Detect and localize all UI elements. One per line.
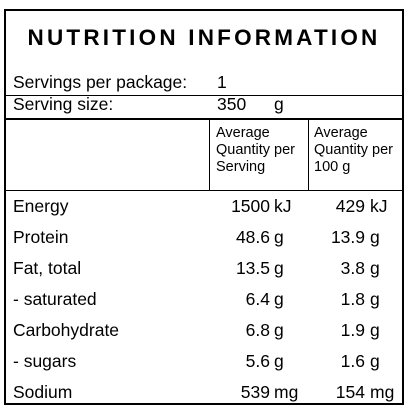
serving-value: 6.8 [245, 320, 270, 340]
nutrition-panel: NUTRITION INFORMATION Servings per packa… [4, 9, 404, 405]
serving-value: 6.4 [245, 289, 270, 309]
per100-unit: kJ [370, 196, 388, 216]
nutrient-name: Energy [13, 196, 69, 216]
servings-value: 1 [217, 72, 227, 92]
per100-unit: g [370, 227, 380, 247]
serving-unit: g [274, 320, 284, 340]
per100-value: 429 [335, 196, 365, 216]
serving-unit: g [274, 289, 284, 309]
serving-unit: g [274, 258, 284, 278]
divider [6, 190, 402, 191]
serving-size-label: Serving size: [13, 94, 114, 114]
serving-value: 5.6 [245, 351, 270, 371]
per100-value: 154 [335, 382, 365, 402]
serving-unit: mg [274, 382, 299, 402]
column-divider [209, 119, 210, 191]
nutrient-name: - sugars [13, 351, 77, 371]
serving-size-value: 350 [217, 94, 247, 114]
serving-unit: g [274, 227, 284, 247]
serving-value: 1500 [231, 196, 270, 216]
serving-size-unit: g [274, 94, 284, 114]
servings-label: Servings per package: [13, 72, 188, 92]
per100-unit: mg [370, 382, 395, 402]
per100-unit: g [370, 351, 380, 371]
nutrient-name: Protein [13, 227, 69, 247]
per100-value: 13.9 [330, 227, 365, 247]
divider [6, 118, 402, 120]
serving-unit: kJ [274, 196, 292, 216]
serving-value: 13.5 [235, 258, 270, 278]
per100-unit: g [370, 289, 380, 309]
serving-unit: g [274, 351, 284, 371]
per100-value: 1.6 [340, 351, 365, 371]
serving-value: 48.6 [235, 227, 270, 247]
serving-value: 539 [240, 382, 270, 402]
nutrient-name: Sodium [13, 382, 73, 402]
panel-title: NUTRITION INFORMATION [27, 25, 381, 50]
per-100g-header: Average Quantity per 100 g [314, 125, 393, 175]
nutrient-name: Carbohydrate [13, 320, 120, 340]
divider [6, 95, 402, 96]
per100-unit: g [370, 320, 380, 340]
per100-unit: g [370, 258, 380, 278]
nutrient-name: Fat, total [13, 258, 82, 278]
per100-value: 1.9 [340, 320, 365, 340]
per100-value: 3.8 [340, 258, 365, 278]
per-serving-header: Average Quantity per Serving [216, 125, 295, 175]
column-divider [308, 119, 309, 191]
per100-value: 1.8 [340, 289, 365, 309]
nutrient-name: - saturated [13, 289, 97, 309]
